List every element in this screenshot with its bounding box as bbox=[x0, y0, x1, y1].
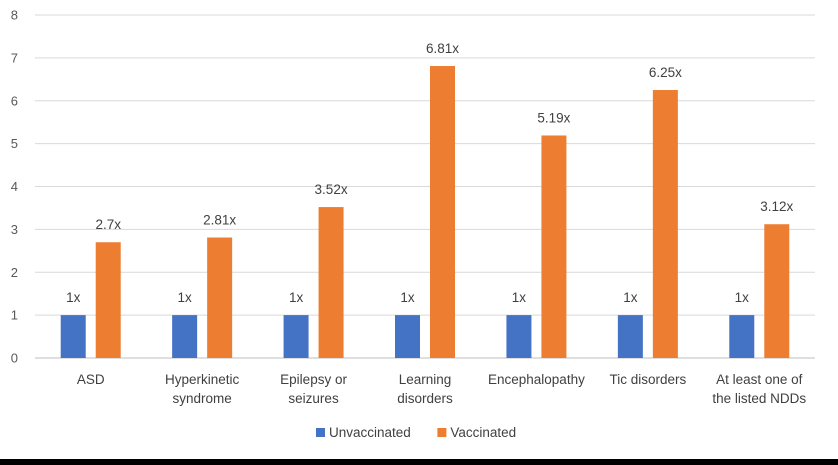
category-label: Epilepsy or bbox=[280, 372, 347, 387]
data-label: 5.19x bbox=[537, 110, 570, 125]
data-label: 2.7x bbox=[95, 217, 121, 232]
legend-label-unvaccinated: Unvaccinated bbox=[329, 425, 411, 440]
category-label: Encephalopathy bbox=[488, 372, 585, 387]
y-tick-label: 6 bbox=[11, 93, 18, 108]
data-label: 6.25x bbox=[649, 65, 682, 80]
y-tick-label: 3 bbox=[11, 222, 18, 237]
category-label: disorders bbox=[397, 391, 453, 406]
category-label: Learning bbox=[399, 372, 452, 387]
category-label: At least one of bbox=[716, 372, 803, 387]
y-tick-label: 5 bbox=[11, 136, 18, 151]
bar-vaccinated bbox=[541, 135, 567, 358]
bar-vaccinated bbox=[95, 242, 121, 358]
bar-unvaccinated bbox=[729, 315, 755, 358]
bars bbox=[60, 66, 790, 359]
bar-unvaccinated bbox=[172, 315, 198, 358]
legend-label-vaccinated: Vaccinated bbox=[450, 425, 516, 440]
category-label: ASD bbox=[77, 372, 105, 387]
data-label: 1x bbox=[512, 290, 527, 305]
gridlines bbox=[35, 14, 815, 359]
x-axis-categories: ASD Hyperkinetic syndrome Epilepsy or seizur… bbox=[77, 372, 807, 406]
category-label: Hyperkinetic bbox=[165, 372, 240, 387]
data-label: 1x bbox=[623, 290, 638, 305]
bar-vaccinated bbox=[764, 224, 790, 358]
bottom-border bbox=[0, 459, 838, 465]
y-tick-label: 4 bbox=[11, 179, 18, 194]
y-axis-ticks: 0 1 2 3 4 5 6 7 8 bbox=[11, 8, 18, 366]
bar-unvaccinated bbox=[617, 315, 643, 358]
bar-vaccinated bbox=[207, 237, 233, 358]
data-label: 1x bbox=[66, 290, 81, 305]
data-label: 2.81x bbox=[203, 213, 236, 228]
y-tick-label: 2 bbox=[11, 265, 18, 280]
data-label: 1x bbox=[400, 290, 415, 305]
category-label: Tic disorders bbox=[609, 372, 686, 387]
legend-swatch-vaccinated bbox=[437, 428, 447, 437]
y-tick-label: 7 bbox=[11, 50, 18, 65]
bar-vaccinated bbox=[318, 207, 344, 358]
bar-unvaccinated bbox=[506, 315, 532, 358]
data-label: 6.81x bbox=[426, 41, 459, 56]
bar-unvaccinated bbox=[395, 315, 420, 358]
legend-swatch-unvaccinated bbox=[316, 428, 325, 437]
y-tick-label: 0 bbox=[11, 351, 18, 366]
bar-vaccinated bbox=[430, 66, 455, 359]
bar-vaccinated bbox=[652, 90, 678, 358]
data-labels: 1x 2.7x 1x 2.81x 1x 3.52x 1x 6.81x 1x 5.19x 1x 6.25… bbox=[66, 41, 793, 305]
category-label: the listed NDDs bbox=[712, 391, 806, 406]
category-label: seizures bbox=[288, 391, 339, 406]
bar-unvaccinated bbox=[283, 315, 309, 358]
data-label: 1x bbox=[178, 290, 193, 305]
legend: Unvaccinated Vaccinated bbox=[316, 425, 516, 440]
data-label: 1x bbox=[735, 290, 750, 305]
y-tick-label: 8 bbox=[11, 8, 18, 23]
category-label: syndrome bbox=[173, 391, 232, 406]
bar-unvaccinated bbox=[60, 315, 86, 358]
data-label: 3.12x bbox=[760, 199, 793, 214]
y-tick-label: 1 bbox=[11, 308, 18, 323]
data-label: 1x bbox=[289, 290, 304, 305]
data-label: 3.52x bbox=[315, 182, 348, 197]
